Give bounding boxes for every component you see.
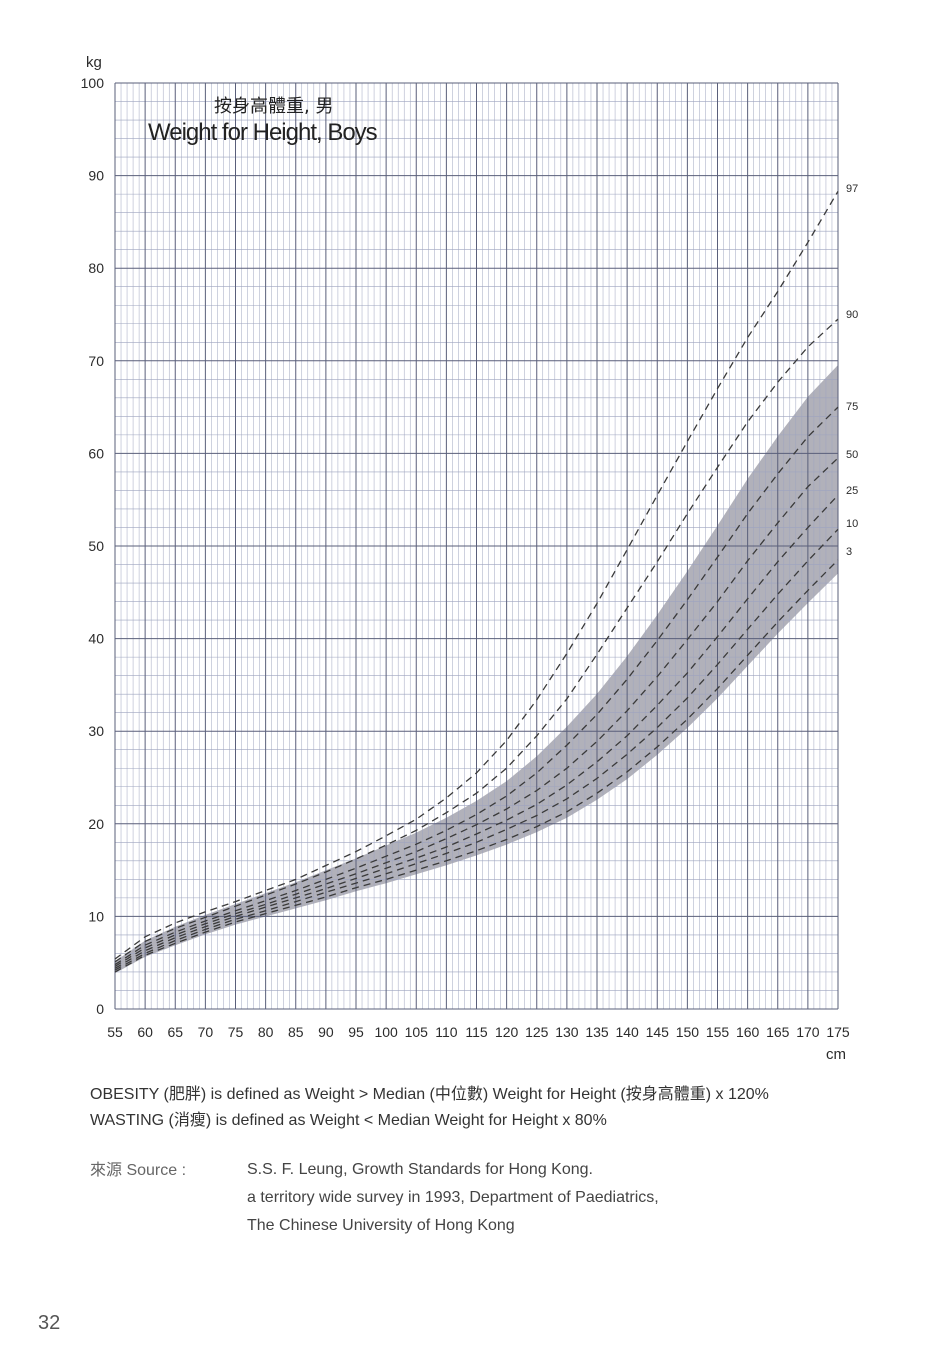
percentile-curve-97 [114, 190, 839, 960]
obesity-definition: OBESITY (肥胖) is defined as Weight > Medi… [90, 1086, 769, 1103]
percentile-label-90: 90 [846, 309, 858, 321]
x-tick-label: 110 [435, 1024, 458, 1040]
percentile-label-97: 97 [846, 183, 858, 195]
x-tick-label: 135 [585, 1024, 609, 1040]
x-tick-label: 65 [167, 1024, 183, 1040]
y-axis-unit: kg [86, 54, 102, 71]
chart-title-english: Weight for Height, Boys [148, 119, 378, 146]
x-tick-label: 155 [706, 1024, 730, 1040]
x-tick-label: 95 [348, 1024, 364, 1040]
percentile-curve-25 [114, 494, 839, 969]
x-tick-label: 85 [288, 1024, 304, 1040]
y-tick-label: 10 [88, 908, 104, 924]
y-tick-label: 90 [88, 168, 104, 184]
x-tick-label: 130 [555, 1024, 579, 1040]
percentile-curve-3 [114, 559, 839, 973]
y-tick-label: 50 [88, 538, 104, 554]
percentile-curves [114, 190, 839, 973]
y-tick-label: 70 [88, 353, 104, 369]
x-tick-label: 145 [646, 1024, 670, 1040]
x-tick-label: 150 [676, 1024, 700, 1040]
x-tick-label: 165 [766, 1024, 790, 1040]
x-tick-label: 170 [796, 1024, 820, 1040]
percentile-curve-90 [114, 318, 839, 963]
percentile-curve-10 [114, 528, 839, 971]
x-tick-label: 80 [258, 1024, 274, 1040]
y-axis-ticks: 0 10 20 30 40 50 60 70 80 90 100 [81, 75, 105, 1017]
y-tick-label: 40 [88, 631, 104, 647]
x-tick-label: 175 [826, 1024, 850, 1040]
x-tick-label: 60 [137, 1024, 153, 1040]
y-tick-label: 60 [88, 445, 104, 461]
percentile-label-50: 50 [846, 449, 858, 461]
x-tick-label: 160 [736, 1024, 760, 1040]
source-line: a territory wide survey in 1993, Departm… [247, 1189, 659, 1206]
source-line: S.S. F. Leung, Growth Standards for Hong… [247, 1161, 593, 1178]
y-tick-label: 0 [96, 1001, 104, 1017]
y-tick-label: 80 [88, 260, 104, 276]
wasting-definition: WASTING (消瘦) is defined as Weight < Medi… [90, 1112, 607, 1129]
chart-title-chinese: 按身高體重, 男 [214, 96, 333, 117]
x-tick-label: 100 [374, 1024, 398, 1040]
y-tick-label: 20 [88, 816, 104, 832]
x-tick-label: 140 [615, 1024, 639, 1040]
percentile-label-3: 3 [846, 546, 852, 558]
source-line: The Chinese University of Hong Kong [247, 1217, 515, 1234]
x-tick-label: 115 [465, 1024, 488, 1040]
x-tick-label: 70 [198, 1024, 214, 1040]
percentile-curve-75 [114, 406, 839, 966]
x-tick-label: 120 [495, 1024, 519, 1040]
x-tick-label: 125 [525, 1024, 549, 1040]
source-label: 來源 Source : [90, 1162, 187, 1179]
percentile-labels: 97 90 75 50 25 10 3 [846, 183, 858, 558]
percentile-label-25: 25 [846, 485, 858, 497]
percentile-curve-50 [114, 457, 839, 967]
x-tick-label: 90 [318, 1024, 334, 1040]
x-tick-label: 75 [228, 1024, 244, 1040]
definition-notes: OBESITY (肥胖) is defined as Weight > Medi… [90, 1082, 890, 1134]
percentile-label-10: 10 [846, 518, 858, 530]
percentile-label-75: 75 [846, 401, 858, 413]
source-text: S.S. F. Leung, Growth Standards for Hong… [247, 1156, 807, 1240]
x-axis-ticks: 55 60 65 70 75 80 85 90 95 100 105 110 115 120 125 130 1… [107, 1024, 850, 1040]
y-tick-label: 100 [81, 75, 105, 91]
x-tick-label: 55 [107, 1024, 123, 1040]
x-axis-unit: cm [826, 1046, 846, 1063]
y-tick-label: 30 [88, 723, 104, 739]
page-number: 32 [38, 1312, 61, 1334]
x-tick-label: 105 [405, 1024, 429, 1040]
major-grid [114, 82, 839, 1010]
